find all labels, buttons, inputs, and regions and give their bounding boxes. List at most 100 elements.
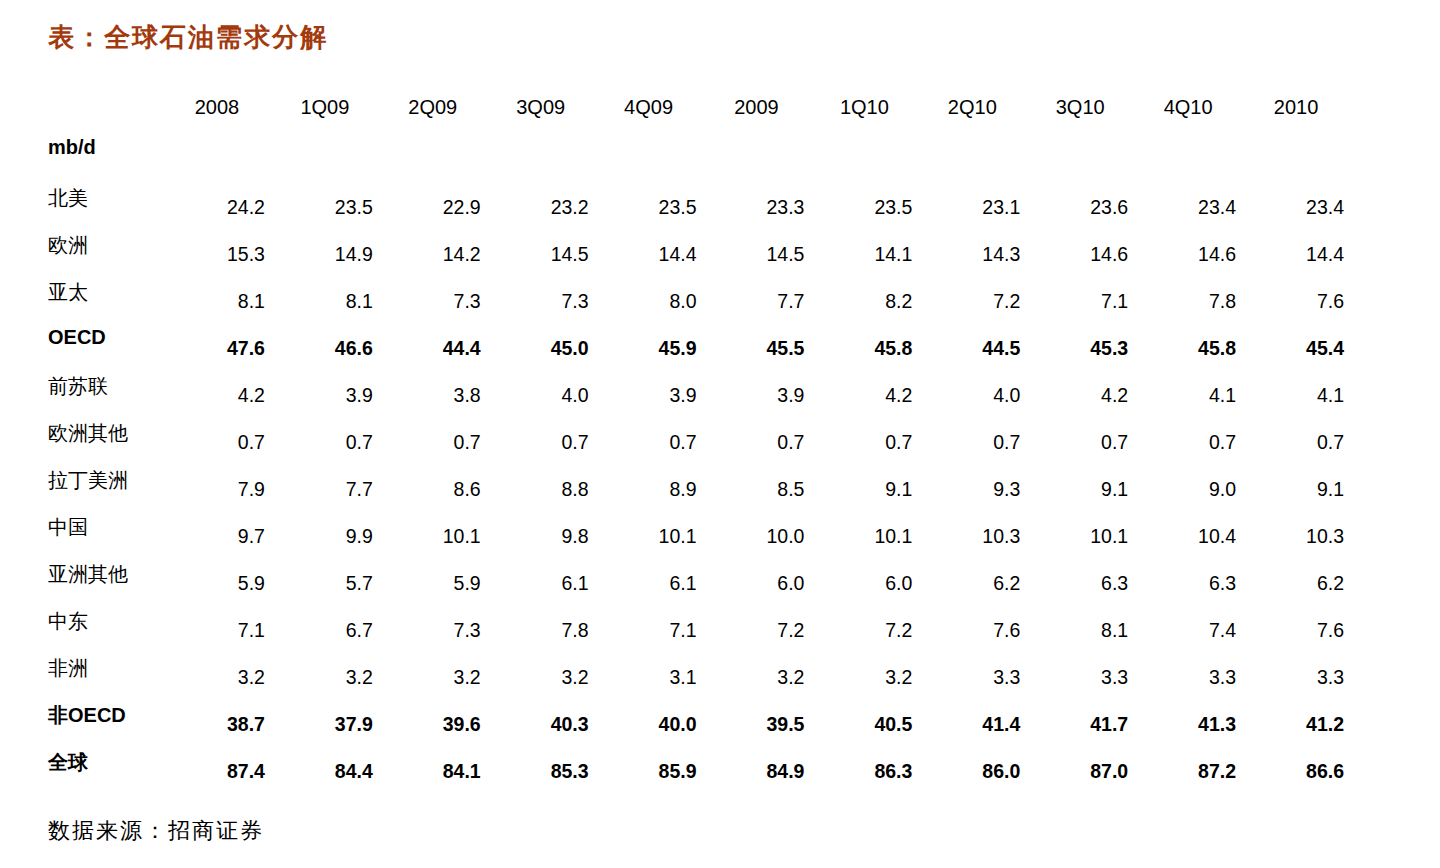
value-cell: 10.3 [918, 513, 1026, 560]
data-source: 数据来源：招商证券 [48, 816, 264, 846]
value-cell: 3.2 [271, 654, 379, 701]
table-row: 欧洲其他0.70.70.70.70.70.70.70.70.70.70.7 [48, 419, 1350, 466]
value-cell: 7.3 [379, 278, 487, 325]
value-cell: 3.9 [595, 372, 703, 419]
value-cell: 87.0 [1026, 748, 1134, 795]
value-cell: 14.6 [1026, 231, 1134, 278]
column-header: 2Q10 [918, 86, 1026, 128]
value-cell: 24.2 [163, 184, 271, 231]
row-label: 欧洲其他 [48, 419, 163, 466]
value-cell: 40.0 [595, 701, 703, 748]
row-label: 前苏联 [48, 372, 163, 419]
value-cell: 3.9 [271, 372, 379, 419]
value-cell: 47.6 [163, 325, 271, 372]
value-cell: 0.7 [918, 419, 1026, 466]
value-cell: 0.7 [379, 419, 487, 466]
value-cell: 9.1 [1242, 466, 1350, 513]
value-cell: 5.9 [379, 560, 487, 607]
value-cell: 5.7 [271, 560, 379, 607]
value-cell: 85.9 [595, 748, 703, 795]
value-cell: 4.0 [487, 372, 595, 419]
value-cell: 6.3 [1134, 560, 1242, 607]
value-cell: 3.2 [703, 654, 811, 701]
table-head: 20081Q092Q093Q094Q0920091Q102Q103Q104Q10… [48, 86, 1350, 184]
value-cell: 0.7 [810, 419, 918, 466]
value-cell: 7.6 [1242, 278, 1350, 325]
value-cell: 3.9 [703, 372, 811, 419]
value-cell: 8.2 [810, 278, 918, 325]
value-cell: 6.1 [595, 560, 703, 607]
unit-row-spacer [918, 128, 1026, 184]
value-cell: 7.6 [918, 607, 1026, 654]
table-row: 非洲3.23.23.23.23.13.23.23.33.33.33.3 [48, 654, 1350, 701]
value-cell: 23.6 [1026, 184, 1134, 231]
value-cell: 7.1 [163, 607, 271, 654]
unit-row-spacer [271, 128, 379, 184]
unit-row-spacer [595, 128, 703, 184]
value-cell: 9.9 [271, 513, 379, 560]
value-cell: 6.7 [271, 607, 379, 654]
row-label: 中东 [48, 607, 163, 654]
value-cell: 3.3 [1242, 654, 1350, 701]
value-cell: 0.7 [271, 419, 379, 466]
value-cell: 14.6 [1134, 231, 1242, 278]
row-label: 亚太 [48, 278, 163, 325]
value-cell: 14.5 [703, 231, 811, 278]
unit-row-spacer [1134, 128, 1242, 184]
row-label: 北美 [48, 184, 163, 231]
value-cell: 8.1 [163, 278, 271, 325]
table-row: 欧洲15.314.914.214.514.414.514.114.314.614… [48, 231, 1350, 278]
table-row: 中东7.16.77.37.87.17.27.27.68.17.47.6 [48, 607, 1350, 654]
value-cell: 9.0 [1134, 466, 1242, 513]
value-cell: 44.5 [918, 325, 1026, 372]
value-cell: 9.1 [1026, 466, 1134, 513]
value-cell: 45.3 [1026, 325, 1134, 372]
value-cell: 41.3 [1134, 701, 1242, 748]
value-cell: 23.5 [595, 184, 703, 231]
value-cell: 14.5 [487, 231, 595, 278]
table-body: 北美24.223.522.923.223.523.323.523.123.623… [48, 184, 1350, 795]
value-cell: 7.2 [810, 607, 918, 654]
table-row: 前苏联4.23.93.84.03.93.94.24.04.24.14.1 [48, 372, 1350, 419]
value-cell: 10.3 [1242, 513, 1350, 560]
value-cell: 15.3 [163, 231, 271, 278]
column-header: 2Q09 [379, 86, 487, 128]
value-cell: 8.1 [271, 278, 379, 325]
value-cell: 0.7 [487, 419, 595, 466]
value-cell: 23.4 [1134, 184, 1242, 231]
value-cell: 23.1 [918, 184, 1026, 231]
value-cell: 7.1 [1026, 278, 1134, 325]
table-row: 全球87.484.484.185.385.984.986.386.087.087… [48, 748, 1350, 795]
column-header: 3Q10 [1026, 86, 1134, 128]
value-cell: 45.9 [595, 325, 703, 372]
table-row: 亚洲其他5.95.75.96.16.16.06.06.26.36.36.2 [48, 560, 1350, 607]
value-cell: 7.8 [487, 607, 595, 654]
value-cell: 7.1 [595, 607, 703, 654]
value-cell: 7.6 [1242, 607, 1350, 654]
value-cell: 4.2 [163, 372, 271, 419]
value-cell: 3.2 [379, 654, 487, 701]
value-cell: 22.9 [379, 184, 487, 231]
value-cell: 7.3 [487, 278, 595, 325]
row-label: 欧洲 [48, 231, 163, 278]
row-label: 非洲 [48, 654, 163, 701]
value-cell: 9.3 [918, 466, 1026, 513]
table-title: 表：全球石油需求分解 [48, 20, 328, 55]
value-cell: 7.7 [271, 466, 379, 513]
value-cell: 84.9 [703, 748, 811, 795]
value-cell: 0.7 [595, 419, 703, 466]
value-cell: 3.2 [487, 654, 595, 701]
oil-demand-table: 20081Q092Q093Q094Q0920091Q102Q103Q104Q10… [48, 86, 1350, 795]
row-label: 中国 [48, 513, 163, 560]
value-cell: 8.0 [595, 278, 703, 325]
value-cell: 14.4 [595, 231, 703, 278]
value-cell: 84.4 [271, 748, 379, 795]
value-cell: 37.9 [271, 701, 379, 748]
unit-row: mb/d [48, 128, 1350, 184]
value-cell: 4.2 [810, 372, 918, 419]
value-cell: 46.6 [271, 325, 379, 372]
value-cell: 10.1 [379, 513, 487, 560]
value-cell: 0.7 [703, 419, 811, 466]
value-cell: 85.3 [487, 748, 595, 795]
value-cell: 44.4 [379, 325, 487, 372]
